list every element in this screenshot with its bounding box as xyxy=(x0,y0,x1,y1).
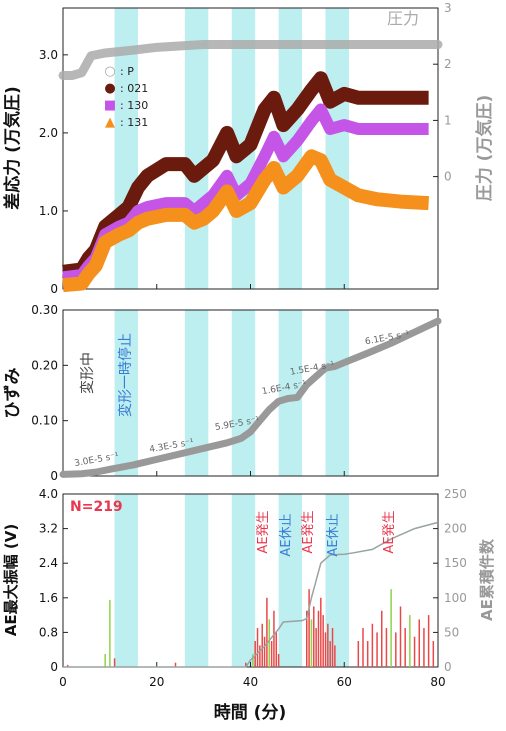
xtick-label-0: 0 xyxy=(59,675,67,689)
band-2-1 xyxy=(184,494,209,667)
legend-label-2: : 130 xyxy=(120,99,148,112)
y2tick-label-2-0: 0 xyxy=(444,660,452,674)
band-1-1 xyxy=(184,310,209,476)
strain-ylabel: ひずみ xyxy=(3,368,23,419)
ae-stop-label-2: AE休止 xyxy=(326,513,341,556)
deforming-label: 変形中 xyxy=(79,352,96,394)
band-2-3 xyxy=(278,494,303,667)
ae-occur-label-2: AE発生 xyxy=(301,510,316,553)
band-2-0 xyxy=(114,494,138,667)
ae-stop-label-1: AE休止 xyxy=(279,513,294,556)
y2tick-label-2-2: 100 xyxy=(444,591,467,605)
xtick-label-3: 60 xyxy=(337,675,352,689)
series-021 xyxy=(62,71,429,279)
pressure-label: 圧力 xyxy=(387,9,419,28)
series-P xyxy=(58,40,443,80)
band-0-4 xyxy=(325,8,349,289)
ae-count-label: N=219 xyxy=(70,499,123,515)
y2tick-label-2-4: 200 xyxy=(444,522,467,536)
ytick-label-1-2: 0.20 xyxy=(31,358,58,372)
ytick-label-1-1: 0.10 xyxy=(31,414,58,428)
paused-label: 変形一時停止 xyxy=(117,333,134,417)
xtick-label-4: 80 xyxy=(430,675,445,689)
legend-label-1: : 021 xyxy=(120,82,148,95)
y2tick-label-0-3: 0 xyxy=(444,170,452,184)
band-1-4 xyxy=(325,310,349,476)
legend-label-3: : 131 xyxy=(120,116,148,129)
band-2-4 xyxy=(325,494,349,667)
paused-bands xyxy=(114,8,349,667)
pressure-ylabel: 圧力 (万気圧) xyxy=(474,95,495,201)
ytick-label-1-3: 0.30 xyxy=(31,303,58,317)
series-131 xyxy=(62,149,430,293)
band-0-1 xyxy=(184,8,209,289)
ytick-label-2-3: 2.4 xyxy=(39,556,58,570)
ytick-label-2-4: 3.2 xyxy=(39,522,58,536)
stress-panel: 0 1.0 2.0 3.0 3 2 1 0 ○ : P ● : 021 ■ : 130 ▲ : 131 xyxy=(39,1,452,296)
time-xlabel: 時間 (分) xyxy=(214,702,286,723)
xtick-label-1: 20 xyxy=(149,675,164,689)
ytick-label-2-5: 4.0 xyxy=(39,487,58,501)
ytick-label-0-3: 3.0 xyxy=(39,48,58,62)
ae-panel: 0 0.8 1.6 2.4 3.2 4.0 0 50 100 150 200 250 0 20 40 60 80 xyxy=(39,487,467,689)
y2tick-label-2-3: 150 xyxy=(444,556,467,570)
ae-occur-label-1: AE発生 xyxy=(256,510,271,553)
ytick-label-1-0: 0 xyxy=(50,469,58,483)
ae-count-ylabel: AE累積件数 xyxy=(478,538,496,621)
ytick-label-0-2: 2.0 xyxy=(39,126,58,140)
y2tick-label-0-2: 1 xyxy=(444,113,452,127)
band-2-2 xyxy=(231,494,256,667)
legend-symbol-2: ■ xyxy=(104,98,116,113)
series-strain xyxy=(59,317,442,478)
y2tick-label-0-0: 3 xyxy=(444,1,452,15)
y2tick-label-2-5: 250 xyxy=(444,487,467,501)
legend-symbol-0: ○ xyxy=(104,64,115,79)
y2tick-label-2-1: 50 xyxy=(444,625,459,639)
ytick-label-2-1: 0.8 xyxy=(39,625,58,639)
ytick-label-2-0: 0 xyxy=(50,660,58,674)
band-1-0 xyxy=(114,310,138,476)
band-1-2 xyxy=(231,310,256,476)
band-1-3 xyxy=(278,310,303,476)
legend-symbol-3: ▲ xyxy=(105,115,115,130)
ytick-label-0-0: 0 xyxy=(50,282,58,296)
ytick-label-0-1: 1.0 xyxy=(39,204,58,218)
stress-ylabel: 差応力 (万気圧) xyxy=(2,86,23,209)
legend-label-0: : P xyxy=(120,65,134,78)
ae-occur-label-3: AE発生 xyxy=(382,510,397,553)
legend-symbol-1: ● xyxy=(104,81,115,96)
ae-cumulative-line xyxy=(63,521,439,668)
ae-ylabel: AE最大振幅 (V) xyxy=(2,524,20,636)
xtick-label-2: 40 xyxy=(243,675,258,689)
y2tick-label-0-1: 2 xyxy=(444,57,452,71)
ytick-label-2-2: 1.6 xyxy=(39,591,58,605)
